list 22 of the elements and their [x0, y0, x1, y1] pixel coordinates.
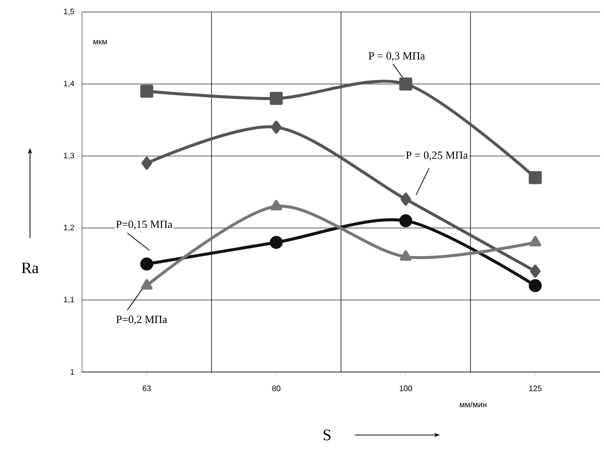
point: [140, 84, 154, 98]
x-axis-title: S: [324, 430, 330, 440]
point: [528, 171, 542, 184]
point: [528, 279, 542, 292]
point: [271, 120, 282, 134]
point: [529, 236, 542, 246]
series-label: P = 0,3 МПа: [368, 52, 425, 62]
point: [400, 250, 412, 261]
point: [270, 236, 283, 249]
point: [270, 92, 283, 105]
text: P=0,15 МПа: [116, 220, 172, 230]
point: [399, 78, 412, 90]
point: [140, 279, 153, 290]
point: [400, 192, 411, 206]
point: [530, 264, 540, 278]
point: [399, 214, 412, 228]
y-axis-title: Ra: [22, 262, 39, 274]
point: [142, 156, 152, 170]
text: P = 0,25 МПа: [406, 152, 468, 160]
point: [270, 200, 282, 210]
text: P=0,2 МПа: [116, 316, 168, 325]
point: [140, 258, 154, 270]
